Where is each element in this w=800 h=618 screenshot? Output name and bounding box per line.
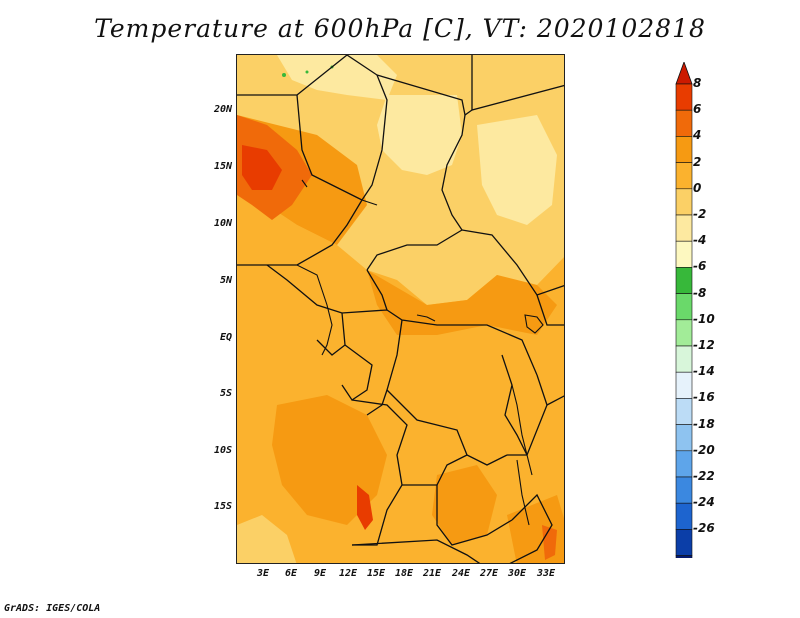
colorbar-segment xyxy=(675,502,693,530)
colorbar-segment xyxy=(675,450,693,478)
colorbar-tick-label: 4 xyxy=(693,128,702,143)
colorbar-tick-label: -2 xyxy=(693,207,707,221)
lon-label: 6E xyxy=(284,568,298,579)
lat-label: 15N xyxy=(213,161,232,172)
colorbar-tick-label: -18 xyxy=(693,416,715,431)
colorbar-segment xyxy=(675,162,693,190)
colorbar xyxy=(675,62,693,558)
lon-label: 33E xyxy=(536,568,556,579)
lon-label: 30E xyxy=(507,568,527,579)
colorbar-segment xyxy=(675,476,693,504)
colorbar-segment xyxy=(675,240,693,268)
colorbar-tick-label: -8 xyxy=(693,285,707,300)
warm-spot-mozambique xyxy=(542,525,557,560)
lat-label: 10N xyxy=(213,218,232,229)
colorbar-segment xyxy=(675,529,693,556)
lon-label: 12E xyxy=(338,568,358,579)
lat-label: 5S xyxy=(219,388,232,399)
hot-region-westafrica xyxy=(242,145,282,190)
green-speck xyxy=(282,73,286,77)
lon-label: 24E xyxy=(451,568,471,579)
colorbar-tick-label: -14 xyxy=(693,364,715,379)
map-svg xyxy=(237,55,564,563)
colorbar-tick-label: -12 xyxy=(693,338,715,352)
colorbar-segment xyxy=(675,83,693,111)
colorbar-tick-label: -20 xyxy=(693,442,715,457)
lon-label: 3E xyxy=(256,568,270,579)
colorbar-tick-label: 6 xyxy=(693,102,702,117)
colorbar-segment xyxy=(675,398,693,425)
colorbar-segment xyxy=(675,214,693,242)
colorbar-max-triangle xyxy=(675,62,693,85)
lon-label: 9E xyxy=(313,568,327,579)
lat-label: 15S xyxy=(213,501,232,512)
lon-label: 15E xyxy=(366,568,386,579)
colorbar-tick-label: 2 xyxy=(693,154,702,169)
colorbar-segment xyxy=(675,424,693,452)
lon-label: 27E xyxy=(479,568,499,579)
green-speck xyxy=(305,70,309,74)
map-title: Temperature at 600hPa [C], VT: 202010281… xyxy=(94,14,706,43)
colorbar-tick-label: -22 xyxy=(693,469,715,483)
colorbar-tick-label: 0 xyxy=(693,180,702,195)
colorbar-segment xyxy=(675,371,693,399)
lat-label: 10S xyxy=(213,445,232,456)
colorbar-tick-label: -16 xyxy=(693,390,715,405)
colorbar-tick-label: -26 xyxy=(693,521,715,536)
colorbar-tick-label: -4 xyxy=(693,233,707,248)
colorbar-tick-label: 8 xyxy=(693,76,702,90)
coastlines-lakes xyxy=(237,179,544,526)
lat-label: 20N xyxy=(213,104,232,115)
hot-spot-angola xyxy=(357,485,373,530)
temperature-map xyxy=(236,54,565,564)
pale-region-north xyxy=(237,55,564,305)
light-region-sudan xyxy=(477,115,557,225)
pale-region-southwest xyxy=(237,515,297,563)
colorbar-segment xyxy=(675,109,693,137)
grads-credit: GrADS: IGES/COLA xyxy=(4,603,101,614)
light-region-chad xyxy=(377,95,462,175)
mid-region-zambia xyxy=(432,465,497,545)
colorbar-tick-label: -6 xyxy=(693,259,707,274)
lat-label: 5N xyxy=(219,275,232,286)
colorbar-tick-label: -24 xyxy=(693,495,715,510)
colorbar-segment xyxy=(675,136,693,163)
lon-label: 18E xyxy=(394,568,414,579)
lon-label: 21E xyxy=(422,568,442,579)
colorbar-segment xyxy=(675,319,693,347)
light-region-sahara xyxy=(277,55,397,100)
colorbar-segment xyxy=(675,267,693,294)
country-borders xyxy=(237,55,564,563)
colorbar-segment xyxy=(675,555,693,558)
lat-label: EQ xyxy=(219,332,232,343)
colorbar-tick-label: -10 xyxy=(693,311,715,326)
colorbar-segment xyxy=(675,188,693,216)
colorbar-segment xyxy=(675,345,693,373)
mid-region-central xyxy=(367,270,557,335)
colorbar-segment xyxy=(675,293,693,321)
